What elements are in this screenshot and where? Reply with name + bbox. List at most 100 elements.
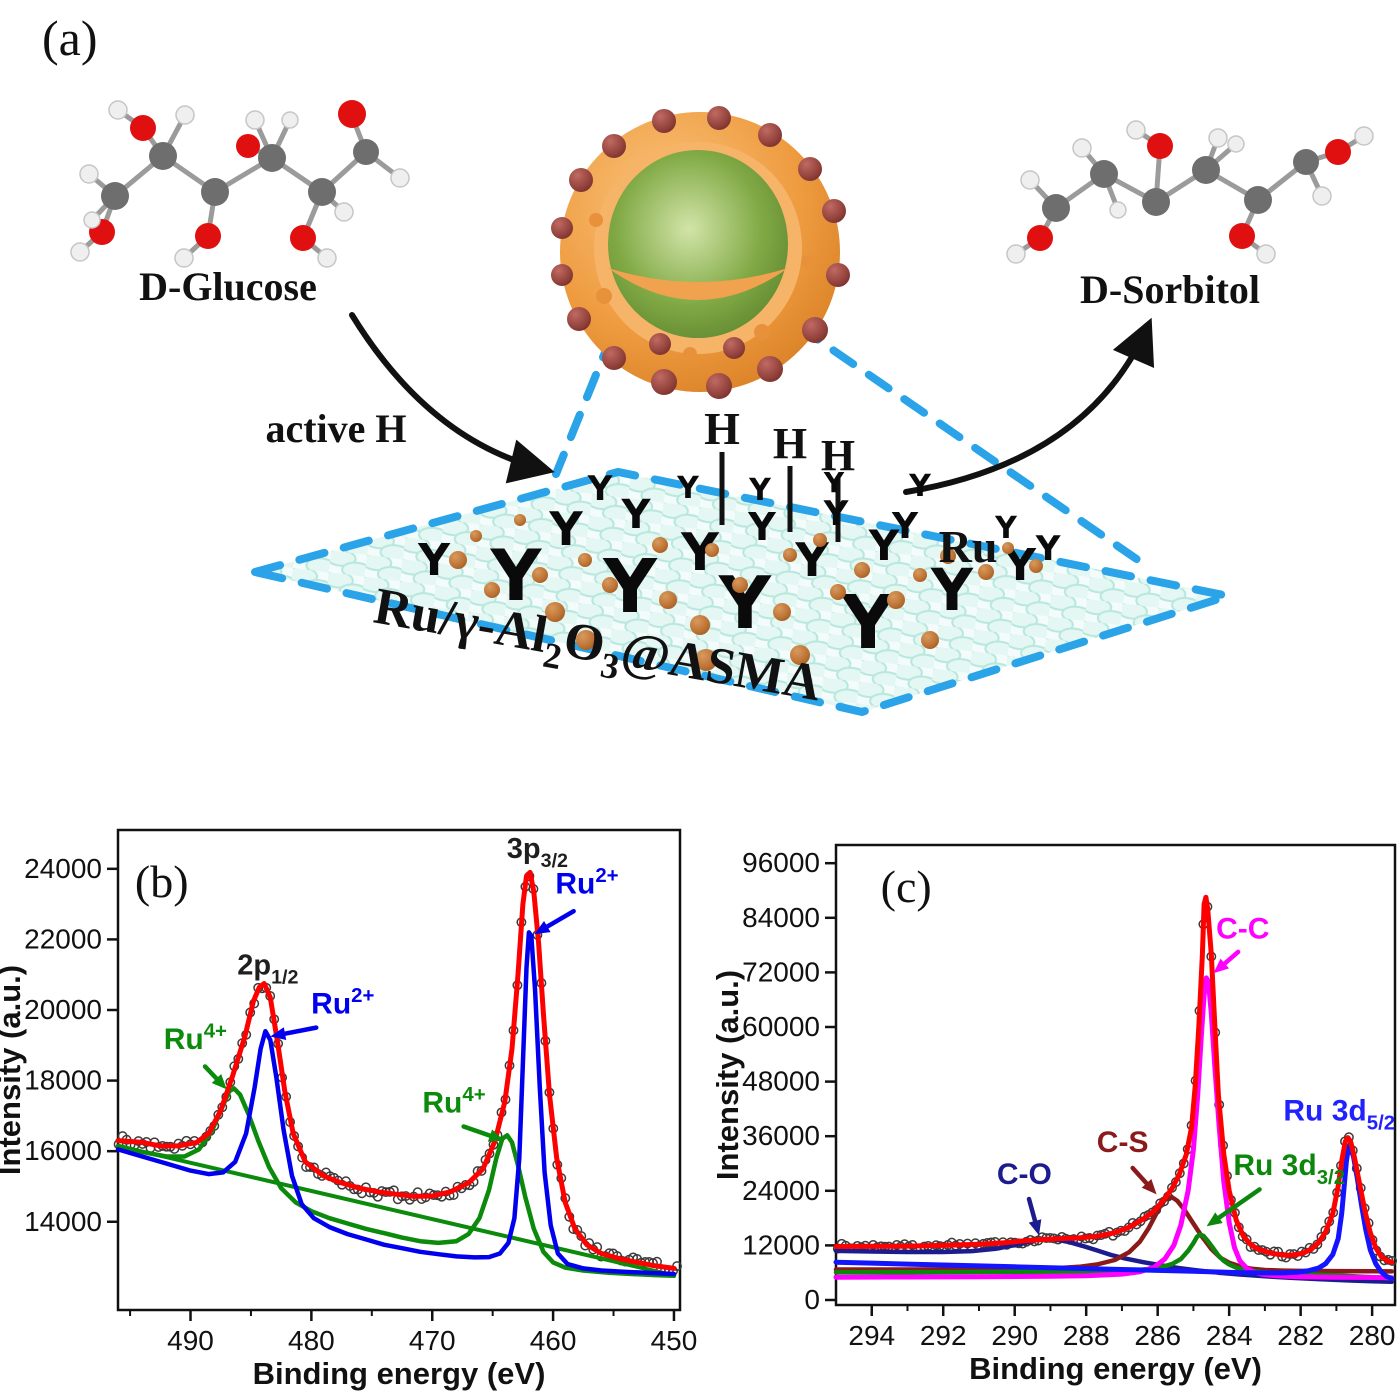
ru4-label-2p-arrowhead xyxy=(211,1074,227,1090)
ru2-label-3p-arrowhead xyxy=(534,920,551,935)
y-tick-label: 84000 xyxy=(742,902,820,933)
x-tick-label: 490 xyxy=(167,1325,214,1356)
svg-text:Y: Y xyxy=(676,471,700,506)
reaction-arrows xyxy=(349,312,1155,495)
y-tick-label: 24000 xyxy=(24,853,102,884)
y-tick-label: 22000 xyxy=(24,923,102,954)
xps-ru3p-plot: 490 480 470 460 450 14000 16000 18000 20000 22000… xyxy=(0,828,698,1391)
y-tick-label: 12000 xyxy=(742,1229,820,1260)
svg-text:Y: Y xyxy=(908,469,932,504)
active-h-label: active H xyxy=(265,406,406,451)
svg-text:Y: Y xyxy=(868,521,900,570)
x-tick-label: 292 xyxy=(920,1320,967,1351)
panel-a-label: (a) xyxy=(42,10,98,66)
raw-data-scatter xyxy=(832,901,1398,1266)
plot-border xyxy=(116,828,682,1312)
h-label: H xyxy=(704,403,740,454)
x-tick-label: 480 xyxy=(288,1325,335,1356)
svg-text:Y: Y xyxy=(891,506,919,547)
ru4-label-3p: Ru4+ xyxy=(422,1084,485,1119)
peak-2p12: 2p1/2 xyxy=(237,950,298,989)
ru2-label-3p-arrow xyxy=(539,908,576,932)
y-tick-label: 72000 xyxy=(742,956,820,987)
x-tick-label: 294 xyxy=(848,1320,895,1351)
svg-text:Y: Y xyxy=(747,505,776,549)
y-tick-label: 16000 xyxy=(24,1135,102,1166)
svg-text:Y: Y xyxy=(823,494,849,534)
oxygen-atoms xyxy=(89,100,366,251)
glucose-molecule xyxy=(70,100,410,268)
ru3d32-label-arrow xyxy=(1211,1187,1262,1224)
svg-text:Y: Y xyxy=(930,556,974,624)
adsorbed-hydrogen: H H H xyxy=(704,403,855,542)
y-tick-label: 36000 xyxy=(742,1120,820,1151)
ru2-label-2p-arrowhead xyxy=(270,1027,287,1041)
x-axis-title: Binding energy (eV) xyxy=(253,1356,546,1391)
ru3d32-label: Ru 3d3/2 xyxy=(1233,1149,1345,1189)
peak-3p32: 3p3/2 xyxy=(507,833,568,872)
y-tick-label: 48000 xyxy=(742,1066,820,1097)
panel-label: (c) xyxy=(881,861,932,912)
y-tick-label: 0 xyxy=(804,1284,820,1315)
cc-label-arrowhead xyxy=(1213,958,1230,974)
oxygen-atoms xyxy=(1027,133,1351,251)
y-tick-label: 14000 xyxy=(24,1206,102,1237)
svg-text:Y: Y xyxy=(748,473,772,508)
cs-label-arrowhead xyxy=(1141,1178,1157,1195)
y-axis-title: Intensity (a.u.) xyxy=(710,970,745,1180)
h-label: H xyxy=(821,431,855,480)
ru2-label-2p: Ru2+ xyxy=(311,985,374,1020)
svg-text:Y: Y xyxy=(417,535,451,586)
co-label-arrowhead xyxy=(1028,1219,1042,1236)
x-axis-title: Binding energy (eV) xyxy=(969,1351,1262,1386)
panel-label: (b) xyxy=(135,856,189,907)
x-tick-label: 286 xyxy=(1134,1320,1181,1351)
plot-border xyxy=(834,843,1397,1307)
sorbitol-molecule xyxy=(1006,120,1374,264)
h-label: H xyxy=(773,419,807,468)
svg-text:Y: Y xyxy=(548,502,583,556)
x-tick-label: 450 xyxy=(651,1325,698,1356)
x-tick-label: 284 xyxy=(1206,1320,1253,1351)
shell-pores xyxy=(589,213,815,361)
ru4-label-3p-arrowhead xyxy=(487,1129,505,1142)
ru3d32-label-arrowhead xyxy=(1206,1212,1223,1227)
ru2-label-2p-arrow xyxy=(276,1025,319,1038)
panel-a-schematic: (a) xyxy=(42,10,1374,717)
svg-text:Y: Y xyxy=(621,492,652,538)
x-tick-label: 470 xyxy=(409,1325,456,1356)
hydrogen-atoms xyxy=(70,100,410,268)
xps-c1s-ru3d-plot: 294 292 290 288 286 284 282 280 0 12000 24000 36000… xyxy=(710,843,1398,1386)
cc-label: C-C xyxy=(1216,912,1269,945)
svg-text:Y: Y xyxy=(823,466,845,499)
y-tick-label: 20000 xyxy=(24,994,102,1025)
svg-text:Y: Y xyxy=(718,561,772,645)
y-tick-label: 96000 xyxy=(742,847,820,878)
series-baseline xyxy=(116,1143,676,1278)
series-fit-envelope xyxy=(115,869,677,1271)
y-tick-label: 60000 xyxy=(742,1011,820,1042)
svg-text:Y: Y xyxy=(587,469,613,509)
cs-label: C-S xyxy=(1097,1126,1149,1159)
x-tick-label: 290 xyxy=(991,1320,1038,1351)
y-tick-label: 18000 xyxy=(24,1065,102,1096)
x-tick-label: 280 xyxy=(1349,1320,1396,1351)
sorbitol-label: D-Sorbitol xyxy=(1080,267,1260,312)
ru2-label-3p: Ru2+ xyxy=(555,865,618,900)
x-tick-label: 282 xyxy=(1277,1320,1324,1351)
ru3d52-label: Ru 3d5/2 xyxy=(1283,1094,1395,1134)
series-fit-envelope xyxy=(833,894,1395,1265)
surface-to-sorbitol-arrow xyxy=(903,317,1155,495)
ru-site-label: Ru xyxy=(939,521,998,572)
svg-text:Y: Y xyxy=(840,580,896,666)
ru4-label-2p: Ru4+ xyxy=(164,1020,227,1055)
raw-data-scatter xyxy=(113,871,682,1276)
xps-c1s-ru3d-chart: 294 292 290 288 286 284 282 280 0 12000 24000 36000… xyxy=(700,820,1400,1394)
glucose-to-surface-arrow xyxy=(349,312,555,484)
ru-nanoparticles xyxy=(551,106,850,399)
glucose-label: D-Glucose xyxy=(139,264,317,309)
hydrogen-atoms xyxy=(1006,120,1374,264)
xps-ru3p-chart: 490 480 470 460 450 14000 16000 18000 20000 22000… xyxy=(0,820,700,1394)
carbon-atoms xyxy=(1042,149,1319,222)
